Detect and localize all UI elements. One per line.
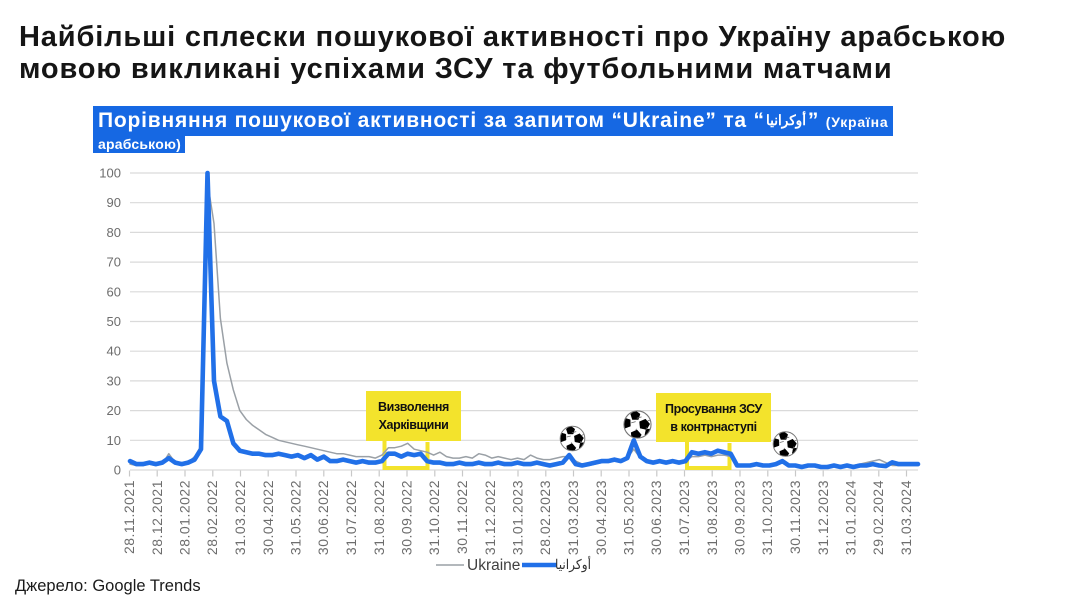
svg-text:50: 50 [107,314,121,329]
svg-text:70: 70 [107,255,121,270]
svg-text:80: 80 [107,225,121,240]
svg-text:31.07.2023: 31.07.2023 [676,480,692,555]
svg-text:30.04.2022: 30.04.2022 [260,480,276,555]
svg-text:31.03.2024: 31.03.2024 [898,480,914,555]
svg-text:30.09.2023: 30.09.2023 [732,480,748,555]
svg-text:30.11.2023: 30.11.2023 [787,480,803,554]
svg-text:в контрнаступі: в контрнаступі [670,420,756,434]
svg-text:30.06.2022: 30.06.2022 [315,480,331,555]
svg-text:28.01.2022: 28.01.2022 [177,480,193,555]
svg-text:30.09.2022: 30.09.2022 [399,480,415,555]
svg-text:31.05.2023: 31.05.2023 [621,480,637,555]
svg-text:أوكرانيا: أوكرانيا [766,110,806,129]
svg-text:60: 60 [107,284,121,299]
svg-text:30.11.2022: 30.11.2022 [454,480,470,554]
svg-text:40: 40 [107,344,121,359]
svg-text:31.05.2022: 31.05.2022 [288,480,304,555]
svg-text:31.01.2024: 31.01.2024 [843,480,859,555]
svg-text:0: 0 [114,463,121,478]
svg-text:Визволення: Визволення [378,400,449,414]
svg-text:Харківщини: Харківщини [379,418,449,432]
svg-text:30.06.2023: 30.06.2023 [648,480,664,555]
svg-text:28.02.2023: 28.02.2023 [537,480,553,555]
svg-text:31.08.2023: 31.08.2023 [704,480,720,555]
svg-text:31.01.2023: 31.01.2023 [510,480,526,555]
svg-text:31.10.2023: 31.10.2023 [759,480,775,555]
svg-text:90: 90 [107,195,121,210]
svg-text:31.03.2022: 31.03.2022 [232,480,248,555]
svg-text:31.12.2023: 31.12.2023 [815,480,831,555]
svg-text:30: 30 [107,373,121,388]
svg-text:30.04.2023: 30.04.2023 [593,480,609,555]
svg-text:28.12.2021: 28.12.2021 [149,480,165,555]
svg-text:31.10.2022: 31.10.2022 [426,480,442,555]
svg-text:31.12.2022: 31.12.2022 [482,480,498,555]
svg-text:100: 100 [99,166,121,181]
svg-text:20: 20 [107,403,121,418]
svg-text:Просування ЗСУ: Просування ЗСУ [665,402,763,416]
svg-text:29.02.2024: 29.02.2024 [870,480,886,555]
svg-text:31.08.2022: 31.08.2022 [371,480,387,555]
svg-text:Ukraine: Ukraine [467,557,520,574]
svg-text:28.11.2021: 28.11.2021 [121,480,137,554]
svg-text:28.02.2022: 28.02.2022 [204,480,220,555]
svg-text:31.03.2023: 31.03.2023 [565,480,581,555]
svg-text:10: 10 [107,433,121,448]
svg-text:أوكرانيا: أوكرانيا [555,554,591,573]
svg-text:31.07.2022: 31.07.2022 [343,480,359,555]
